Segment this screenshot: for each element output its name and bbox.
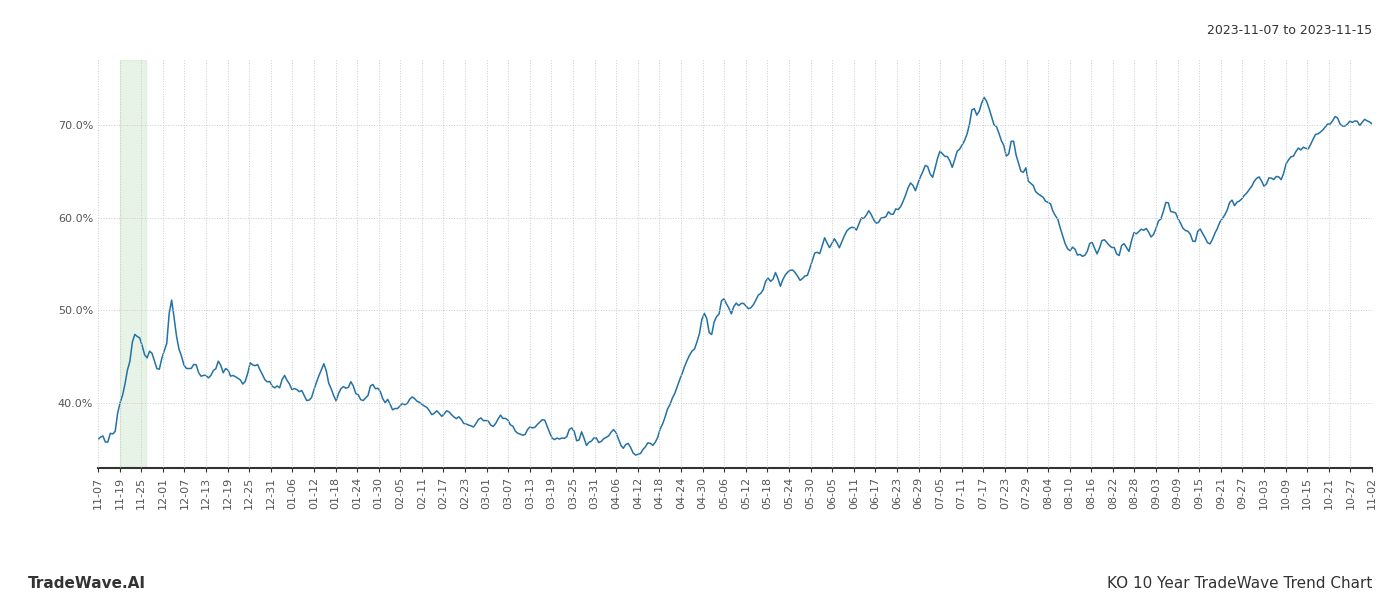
Text: KO 10 Year TradeWave Trend Chart: KO 10 Year TradeWave Trend Chart <box>1106 576 1372 591</box>
Bar <box>119 60 146 468</box>
Text: 2023-11-07 to 2023-11-15: 2023-11-07 to 2023-11-15 <box>1207 24 1372 37</box>
Text: TradeWave.AI: TradeWave.AI <box>28 576 146 591</box>
